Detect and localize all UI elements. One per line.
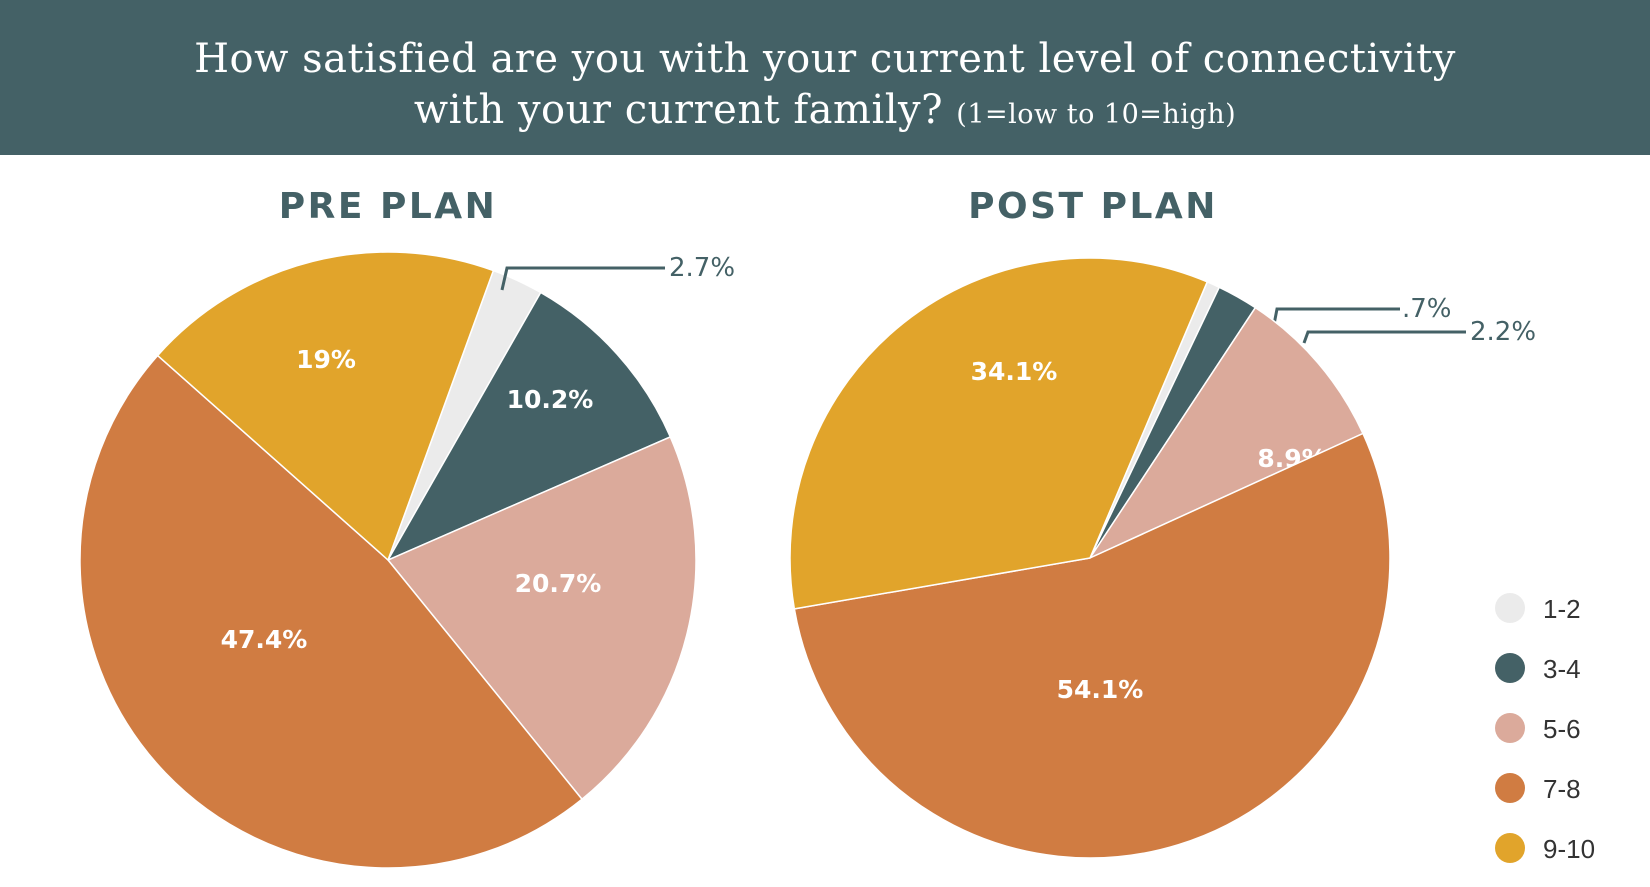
header-banner: How satisfied are you with your current … [0,0,1650,155]
callout-label-1-2: 2.7% [669,253,735,283]
callout-label-1-2: .7% [1402,294,1452,324]
pie-slice-5-6 [1087,306,1364,560]
panel-title: POST PLAN [968,186,1218,227]
chart-title-line1: How satisfied are you with your current … [194,36,1456,82]
legend-label-1-2: 1-2 [1543,594,1581,624]
slice-label-7-8: 47.4% [221,625,308,654]
scale-note: (1=low to 10=high) [956,99,1237,130]
slice-label-9-10: 34.1% [971,357,1058,386]
pie-slice-9-10 [156,251,495,562]
slice-label-5-6: 20.7% [515,569,602,598]
pie-slice-5-6 [386,435,697,801]
callout-line-1-2 [500,266,665,291]
slice-label-7-8: 54.1% [1057,675,1144,704]
legend-label-5-6: 5-6 [1543,714,1581,744]
legend-swatch-9-10 [1495,833,1525,863]
legend-swatch-5-6 [1495,713,1525,743]
pie-chart-pre-plan: PRE PLAN 2.7% 10.2% 20.7% 47.4% 19% [79,186,735,869]
legend-label-7-8: 7-8 [1543,774,1581,804]
callout-label-3-4: 2.2% [1470,317,1536,347]
slice-label-3-4: 10.2% [507,385,594,414]
pie-slice-7-8 [793,432,1391,859]
pie-slice-3-4 [386,291,672,562]
legend-swatch-7-8 [1495,773,1525,803]
legend-label-3-4: 3-4 [1543,654,1581,684]
chart-title-line2: with your current family? (1=low to 10=h… [0,85,1650,140]
panel-title: PRE PLAN [279,186,498,227]
slice-label-9-10: 19% [296,345,356,374]
legend-swatch-3-4 [1495,653,1525,683]
pie-chart-post-plan: POST PLAN.7%2.2%8.9%54.1%34.1% [789,186,1536,859]
callout-line-3-4 [1302,330,1466,344]
chart-title-question: with your current family? [413,87,944,133]
pie-slice-9-10 [789,257,1209,610]
pie-slice-7-8 [79,354,584,869]
legend-swatch-1-2 [1495,593,1525,623]
legend-label-9-10: 9-10 [1543,834,1595,864]
legend: 1-2 3-4 5-6 7-8 9-10 [1495,593,1595,864]
